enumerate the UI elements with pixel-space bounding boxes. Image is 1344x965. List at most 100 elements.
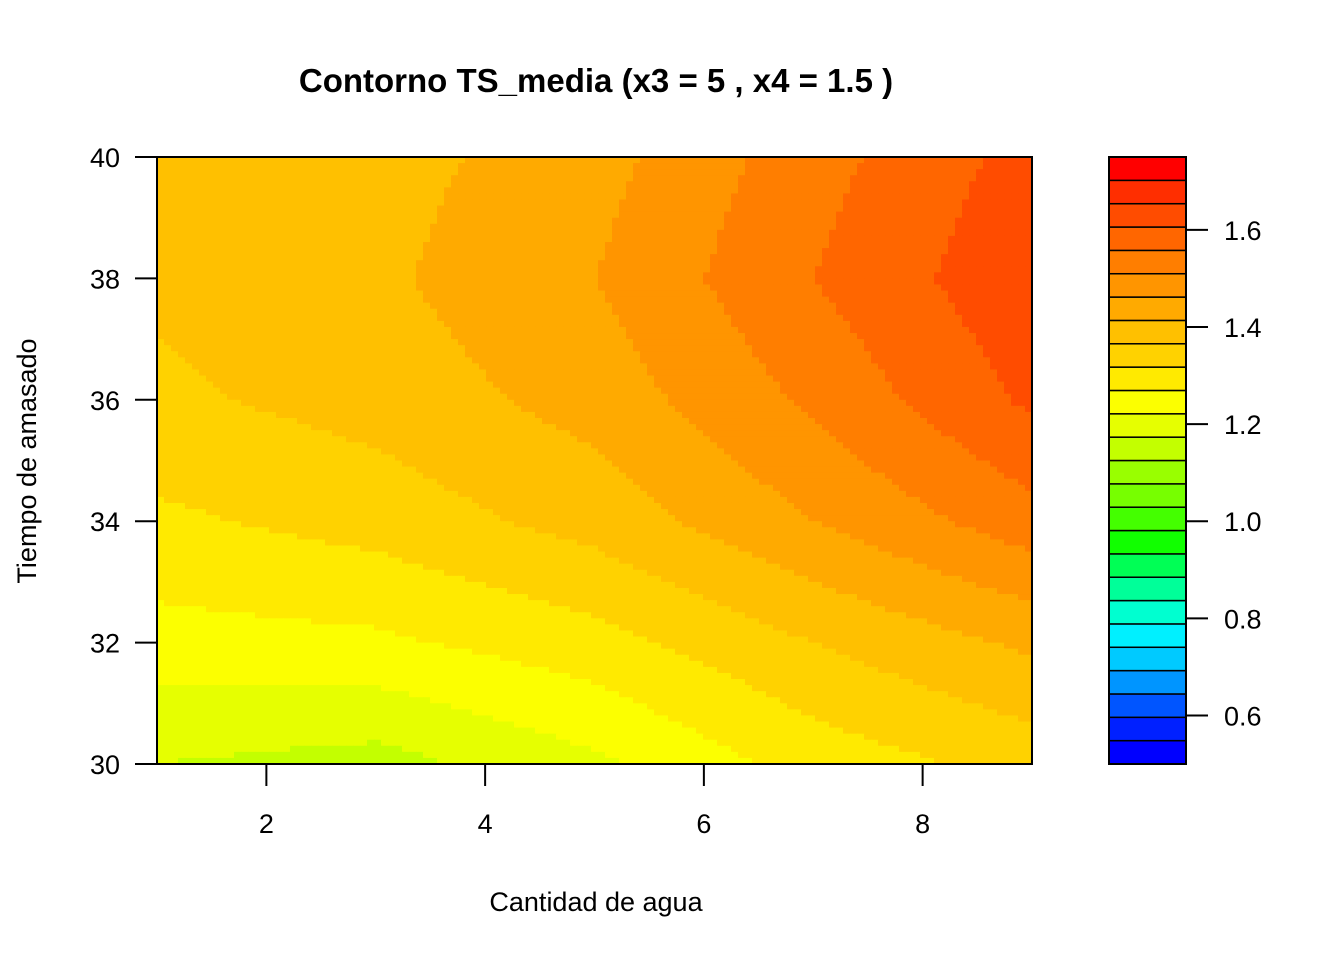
contour-cell	[864, 387, 872, 395]
contour-cell	[808, 235, 816, 243]
contour-cell	[199, 205, 207, 213]
contour-cell	[423, 302, 431, 310]
contour-cell	[661, 254, 669, 261]
contour-cell	[892, 314, 900, 322]
contour-cell	[808, 157, 816, 164]
contour-cell	[696, 260, 704, 267]
contour-cell	[724, 381, 732, 389]
contour-cell	[444, 187, 452, 195]
contour-cell	[752, 326, 760, 334]
contour-cell	[1004, 223, 1012, 231]
contour-cell	[220, 339, 228, 346]
contour-cell	[703, 351, 711, 358]
contour-cell	[416, 284, 424, 292]
contour-cell	[577, 260, 585, 267]
contour-cell	[710, 375, 718, 383]
contour-cell	[479, 296, 487, 304]
contour-cell	[311, 211, 319, 219]
contour-cell	[360, 320, 368, 328]
contour-cell	[325, 278, 333, 286]
contour-cell	[549, 229, 557, 237]
contour-cell	[423, 314, 431, 322]
contour-cell	[752, 229, 760, 237]
contour-cell	[409, 326, 417, 334]
contour-cell	[164, 296, 172, 304]
contour-cell	[570, 187, 578, 195]
contour-cell	[906, 181, 914, 188]
contour-cell	[976, 393, 984, 401]
contour-cell	[206, 260, 214, 267]
contour-cell	[325, 302, 333, 310]
contour-cell	[1004, 241, 1012, 249]
contour-cell	[836, 187, 844, 195]
contour-cell	[885, 254, 893, 261]
contour-cell	[640, 375, 648, 383]
contour-cell	[528, 314, 536, 322]
contour-cell	[507, 320, 515, 328]
contour-cell	[584, 284, 592, 292]
contour-cell	[458, 235, 466, 243]
contour-cell	[787, 248, 795, 255]
contour-cell	[913, 163, 921, 170]
contour-cell	[976, 229, 984, 237]
contour-cell	[388, 345, 396, 352]
contour-cell	[178, 169, 186, 176]
contour-cell	[955, 290, 963, 298]
contour-cell	[773, 296, 781, 304]
contour-cell	[395, 157, 403, 164]
contour-cell	[227, 260, 235, 267]
contour-cell	[738, 333, 746, 340]
contour-cell	[612, 381, 620, 389]
contour-cell	[528, 163, 536, 170]
contour-cell	[864, 260, 872, 267]
contour-cell	[507, 205, 515, 213]
contour-cell	[192, 175, 200, 182]
contour-cell	[297, 381, 305, 389]
contour-cell	[1004, 235, 1012, 243]
contour-cell	[815, 351, 823, 358]
contour-cell	[500, 333, 508, 340]
contour-cell	[528, 248, 536, 255]
contour-cell	[297, 357, 305, 364]
contour-cell	[682, 229, 690, 237]
contour-cell	[983, 387, 991, 395]
contour-cell	[444, 302, 452, 310]
contour-cell	[486, 369, 494, 377]
contour-cell	[668, 272, 676, 279]
contour-cell	[1011, 272, 1019, 279]
contour-cell	[570, 333, 578, 340]
contour-cell	[430, 260, 438, 267]
contour-cell	[871, 375, 879, 383]
contour-cell	[339, 345, 347, 352]
contour-cell	[640, 169, 648, 176]
contour-cell	[199, 266, 207, 273]
contour-cell	[318, 217, 326, 225]
contour-cell	[1025, 290, 1033, 298]
contour-cell	[920, 290, 928, 298]
contour-cell	[178, 387, 186, 395]
contour-cell	[640, 205, 648, 213]
contour-cell	[234, 181, 242, 188]
contour-cell	[591, 272, 599, 279]
contour-cell	[738, 163, 746, 170]
contour-cell	[780, 387, 788, 395]
contour-cell	[276, 369, 284, 377]
contour-cell	[969, 296, 977, 304]
contour-cell	[829, 254, 837, 261]
contour-cell	[1018, 187, 1026, 195]
contour-cell	[248, 369, 256, 377]
contour-cell	[514, 381, 522, 389]
contour-cell	[297, 175, 305, 182]
contour-cell	[808, 302, 816, 310]
contour-cell	[507, 296, 515, 304]
contour-cell	[241, 357, 249, 364]
contour-cell	[962, 260, 970, 267]
contour-cell	[220, 235, 228, 243]
contour-cell	[584, 217, 592, 225]
contour-cell	[815, 357, 823, 364]
contour-cell	[836, 381, 844, 389]
contour-cell	[899, 217, 907, 225]
contour-cell	[738, 387, 746, 395]
contour-cell	[815, 375, 823, 383]
contour-cell	[815, 163, 823, 170]
